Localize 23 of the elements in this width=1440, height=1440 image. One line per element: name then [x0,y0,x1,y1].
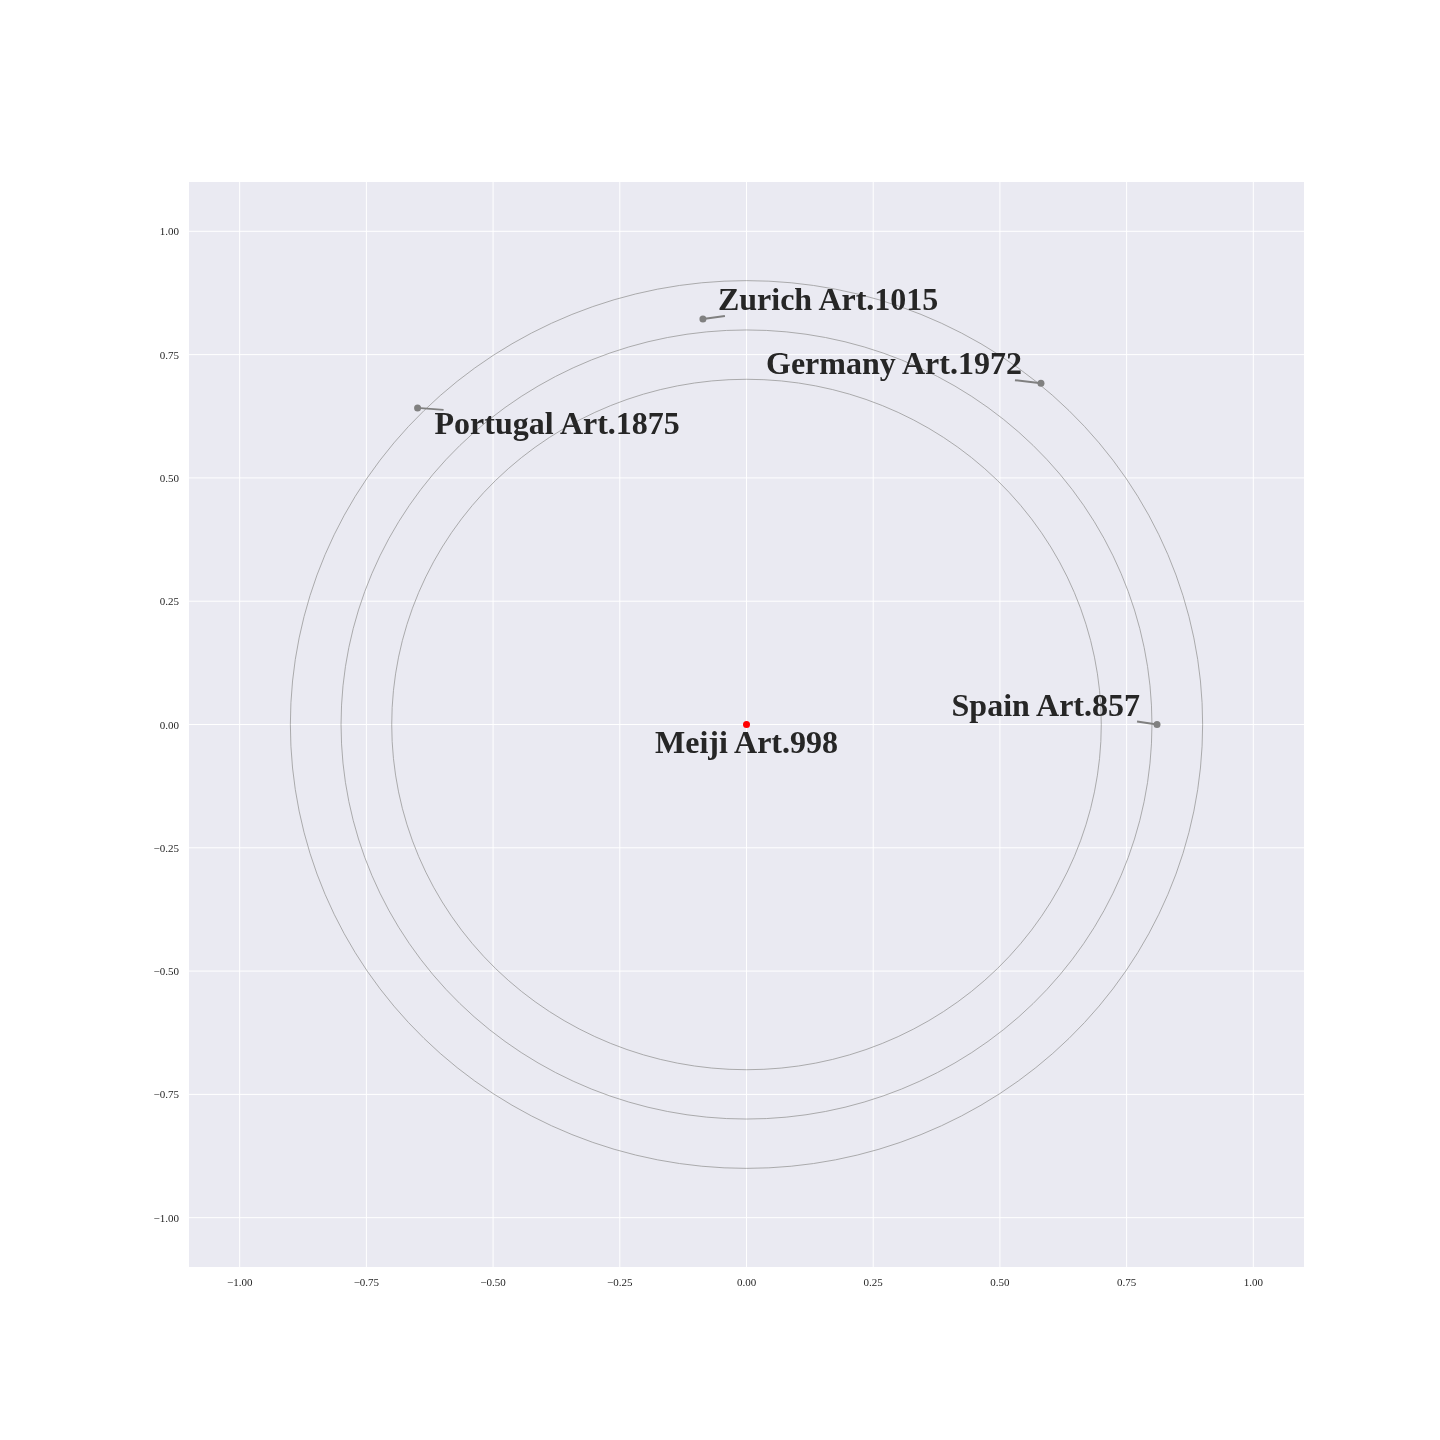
y-tick-label: 0.25 [159,595,180,608]
x-tick-label: 0.00 [736,1276,757,1288]
y-tick-label: −0.25 [153,841,180,854]
annotation: Germany Art.1972 [766,345,1022,382]
y-tick-label: −1.00 [153,1211,180,1224]
x-tick-label: 0.25 [863,1276,884,1288]
annotation: Spain Art.857 [951,686,1141,723]
y-tick-label: 0.00 [159,718,180,731]
y-tick-label: −0.50 [153,965,180,978]
y-tick-label: 1.00 [159,225,180,238]
annotation: Meiji Art.998 [654,723,839,760]
x-tick-label: −0.25 [607,1276,634,1288]
y-tick-label: 0.50 [159,471,180,484]
x-tick-label: −1.00 [226,1276,253,1288]
x-tick-label: 1.00 [1243,1276,1264,1288]
y-tick-label: −0.75 [153,1088,180,1101]
x-tick-label: 0.75 [1116,1276,1137,1288]
x-tick-label: −0.75 [353,1276,380,1288]
y-tick-label: 0.75 [159,348,180,361]
x-tick-label: −0.50 [480,1276,507,1288]
annotation: Zurich Art.1015 [717,281,939,318]
annotation: Portugal Art.1875 [434,404,680,441]
x-tick-label: 0.50 [990,1276,1011,1288]
